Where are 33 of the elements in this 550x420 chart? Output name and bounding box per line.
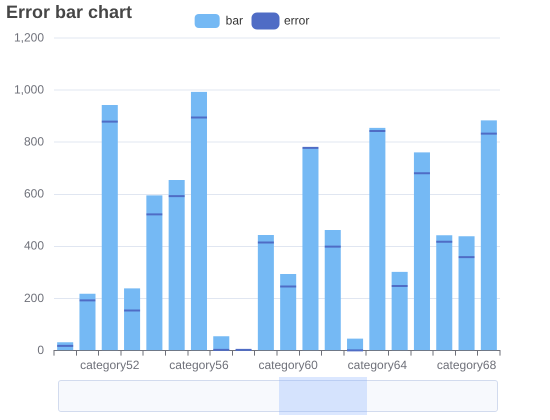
bar [124, 288, 140, 350]
y-tick-label: 1,000 [14, 82, 44, 96]
bar [458, 236, 475, 350]
chart-title: Error bar chart [6, 2, 132, 23]
y-tick-label: 1,200 [14, 30, 44, 44]
x-tick-label: category64 [348, 358, 408, 372]
bar [102, 104, 118, 350]
bar [280, 274, 296, 350]
bar [480, 120, 497, 350]
bar [258, 234, 274, 350]
y-tick-label: 800 [24, 134, 44, 149]
bar [347, 338, 364, 350]
bar [414, 152, 430, 350]
bar [369, 128, 386, 350]
bar [436, 235, 452, 350]
legend-label: bar [226, 13, 244, 28]
bar [168, 180, 185, 350]
y-tick-label: 200 [24, 290, 44, 305]
y-tick-label: 400 [24, 238, 44, 253]
legend-label: error [284, 13, 310, 28]
bar [302, 148, 318, 350]
x-tick-label: category68 [436, 358, 497, 372]
bar [146, 195, 162, 350]
bar [190, 92, 207, 350]
bar [392, 272, 408, 350]
bar [324, 230, 341, 350]
y-tick-label: 0 [37, 342, 44, 357]
bar [213, 336, 230, 350]
y-tick-label: 600 [24, 186, 44, 201]
x-tick-label: category56 [169, 358, 229, 372]
bar [79, 294, 96, 350]
x-tick-label: category60 [258, 358, 318, 372]
x-tick-label: category52 [80, 358, 140, 372]
